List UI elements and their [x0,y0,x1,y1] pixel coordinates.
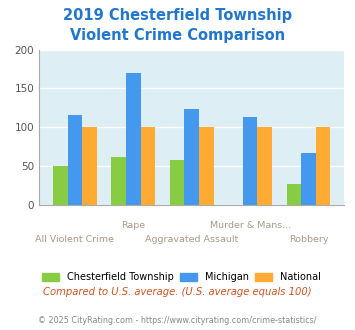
Text: Aggravated Assault: Aggravated Assault [145,235,238,244]
Bar [243,117,257,205]
Bar [82,127,97,205]
Bar [126,73,141,205]
Text: Violent Crime Comparison: Violent Crime Comparison [70,28,285,43]
Text: © 2025 CityRating.com - https://www.cityrating.com/crime-statistics/: © 2025 CityRating.com - https://www.city… [38,315,317,325]
Bar [67,115,82,205]
Text: Murder & Mans...: Murder & Mans... [209,221,291,230]
Bar [111,156,126,205]
Text: 2019 Chesterfield Township: 2019 Chesterfield Township [63,8,292,23]
Bar [257,127,272,205]
Bar [316,127,331,205]
Bar [199,127,214,205]
Bar [301,153,316,205]
Text: Rape: Rape [121,221,145,230]
Text: Robbery: Robbery [289,235,328,244]
Text: All Violent Crime: All Violent Crime [36,235,114,244]
Legend: Chesterfield Township, Michigan, National: Chesterfield Township, Michigan, Nationa… [38,268,325,286]
Text: Compared to U.S. average. (U.S. average equals 100): Compared to U.S. average. (U.S. average … [43,287,312,297]
Bar [141,127,155,205]
Bar [184,109,199,205]
Bar [53,166,67,205]
Bar [286,184,301,205]
Bar [170,160,184,205]
